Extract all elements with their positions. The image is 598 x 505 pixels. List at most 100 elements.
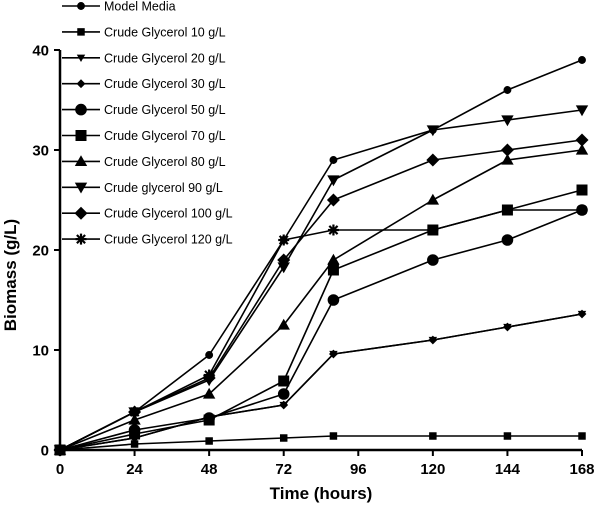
data-point	[129, 428, 141, 440]
data-point	[202, 387, 216, 399]
y-tick-label: 0	[41, 443, 49, 460]
x-tick-label: 144	[495, 461, 521, 478]
data-point	[427, 254, 439, 266]
legend-marker	[76, 79, 86, 89]
series-layer	[53, 56, 589, 457]
legend-label: Crude Glycerol 80 g/L	[104, 155, 226, 169]
data-point	[329, 349, 338, 359]
data-point	[327, 224, 339, 236]
series-line	[59, 149, 583, 451]
legend-marker	[75, 103, 87, 116]
series-line	[59, 209, 582, 451]
legend-item: Crude Glycerol 50 g/L	[62, 103, 226, 117]
data-point	[130, 440, 139, 448]
x-tick-label: 24	[126, 461, 143, 478]
legend-item: Crude Glycerol 120 g/L	[62, 233, 233, 247]
legend-item: Crude Glycerol 30 g/L	[62, 77, 226, 91]
legend-item: Crude Glycerol 10 g/L	[62, 25, 226, 39]
x-tick-label: 48	[201, 461, 218, 478]
x-tick-label: 0	[56, 461, 64, 478]
data-point	[329, 432, 338, 440]
legend-item: Crude Glycerol 100 g/L	[62, 206, 233, 221]
y-tick-label: 30	[32, 143, 49, 160]
data-point	[278, 375, 290, 387]
data-point	[429, 432, 437, 440]
legend-item: Crude Glycerol 70 g/L	[62, 129, 226, 143]
data-point	[576, 184, 588, 196]
data-point	[278, 234, 290, 246]
series-group	[55, 309, 587, 455]
data-point	[277, 253, 291, 267]
legend-label: Crude Glycerol 10 g/L	[104, 25, 226, 39]
legend-marker	[76, 54, 86, 63]
legend-label: Crude Glycerol 70 g/L	[104, 129, 226, 143]
y-tick-label: 10	[32, 343, 49, 360]
data-point	[279, 400, 289, 410]
data-point	[426, 193, 440, 205]
data-point	[203, 414, 215, 426]
x-axis-title: Time (hours)	[270, 484, 373, 503]
x-tick-label: 168	[569, 461, 594, 478]
data-point	[503, 322, 512, 332]
data-point	[577, 309, 587, 319]
data-point	[327, 175, 340, 187]
series-line	[59, 59, 583, 451]
legend-marker	[75, 233, 87, 245]
x-tick-label: 120	[420, 461, 445, 478]
data-point	[205, 351, 214, 359]
data-point	[426, 125, 440, 137]
data-point	[279, 434, 288, 442]
series-group	[54, 204, 588, 456]
data-point	[575, 143, 589, 155]
data-point	[128, 413, 141, 425]
data-point	[501, 115, 514, 127]
data-point	[205, 437, 213, 445]
legend-label: Crude Glycerol 100 g/L	[104, 207, 233, 221]
data-point	[501, 153, 514, 165]
x-tick-label: 96	[350, 461, 367, 478]
data-point	[327, 264, 339, 276]
legend-label: Crude Glycerol 30 g/L	[104, 77, 226, 91]
series-line	[59, 313, 583, 451]
legend-marker	[74, 182, 88, 194]
data-point	[578, 432, 586, 440]
series-line	[59, 435, 582, 451]
data-point	[428, 335, 438, 345]
data-point	[500, 143, 514, 157]
legend-label: Crude Glycerol 50 g/L	[104, 103, 226, 117]
data-point	[501, 204, 513, 216]
data-point	[427, 224, 439, 236]
legend-marker	[75, 130, 87, 141]
data-point	[575, 133, 589, 147]
data-point	[327, 294, 340, 306]
y-axis-title: Biomass (g/L)	[1, 219, 20, 331]
data-point	[578, 56, 586, 64]
legend: Model Media Crude Glycerol 10 g/L Crude Gl…	[62, 0, 233, 247]
data-point	[277, 388, 290, 400]
data-point	[326, 193, 340, 207]
data-point	[501, 234, 514, 246]
data-point	[327, 253, 340, 265]
y-tick-label: 40	[32, 43, 49, 60]
data-point	[329, 156, 338, 164]
legend-label: Crude glycerol 90 g/L	[104, 181, 223, 195]
series-line	[59, 209, 583, 451]
legend-item: Model Media	[62, 0, 176, 14]
legend-marker	[74, 206, 88, 220]
data-point	[575, 105, 589, 117]
series-group	[53, 143, 589, 455]
data-point	[503, 86, 512, 94]
legend-item: Crude glycerol 90 g/L	[62, 181, 223, 195]
legend-item: Crude Glycerol 20 g/L	[62, 51, 226, 65]
legend-label: Crude Glycerol 120 g/L	[104, 233, 233, 247]
legend-item: Crude Glycerol 80 g/L	[62, 155, 226, 169]
legend-label: Model Media	[104, 0, 176, 14]
legend-label: Crude Glycerol 20 g/L	[104, 51, 226, 65]
y-tick-label: 20	[32, 243, 49, 260]
data-point	[426, 153, 440, 167]
data-point	[503, 432, 512, 440]
legend-marker	[77, 2, 85, 10]
x-tick-label: 72	[275, 461, 292, 478]
legend-marker	[74, 155, 88, 167]
